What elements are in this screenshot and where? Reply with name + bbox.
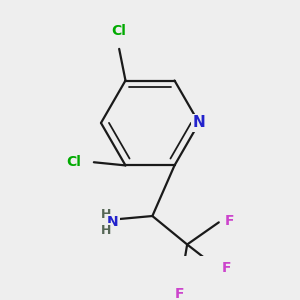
Text: H: H	[101, 224, 112, 237]
Text: F: F	[175, 286, 184, 300]
Text: N: N	[107, 215, 119, 229]
Text: F: F	[222, 261, 231, 275]
Text: N: N	[193, 116, 206, 130]
Text: H: H	[101, 208, 112, 221]
Text: F: F	[225, 214, 235, 228]
Text: Cl: Cl	[112, 25, 127, 38]
Text: Cl: Cl	[66, 155, 81, 169]
